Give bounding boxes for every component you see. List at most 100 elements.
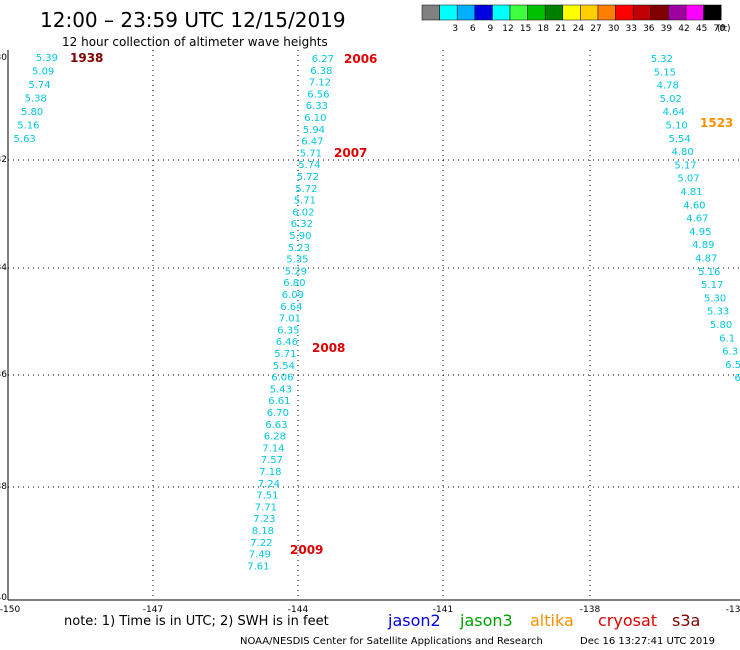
- wave-height-value: 5.35: [286, 255, 308, 266]
- wave-height-value: 7.12: [309, 78, 331, 89]
- legend-swatch: [509, 4, 528, 21]
- lat-label: -36: [0, 370, 7, 380]
- wave-height-value: 6.28: [264, 432, 286, 443]
- lon-label: -141: [433, 605, 453, 615]
- legend-swatch: [562, 4, 581, 21]
- time-label: 2007: [334, 146, 367, 160]
- legend-swatch: [650, 4, 669, 21]
- wave-height-value: 7.51: [256, 491, 278, 502]
- legend-swatch: [580, 4, 599, 21]
- wave-height-value: 5.94: [303, 125, 325, 136]
- legend-label: 36: [643, 24, 655, 34]
- legend-swatch: [685, 4, 704, 21]
- page-title: 12:00 – 23:59 UTC 12/15/2019: [40, 8, 346, 32]
- wave-height-value: 5.71: [294, 196, 316, 207]
- wave-height-value: 7.71: [255, 502, 277, 513]
- wave-height-value: 7.49: [249, 550, 271, 561]
- satellite-label: cryosat: [598, 611, 657, 630]
- legend-swatch: [527, 4, 546, 21]
- wave-height-value: 5.10: [666, 121, 688, 132]
- page-subtitle: 12 hour collection of altimeter wave hei…: [62, 35, 328, 49]
- legend-label: 15: [520, 24, 531, 34]
- wave-height-value: 5.43: [270, 384, 292, 395]
- legend-swatch: [474, 4, 493, 21]
- wave-height-value: 5.17: [701, 280, 723, 291]
- wave-height-value: 4.95: [689, 227, 711, 238]
- wave-height-value: 5.39: [36, 53, 58, 64]
- lat-label: -34: [0, 263, 7, 273]
- legend-label: 45: [696, 24, 707, 34]
- wave-height-value: 4.60: [683, 200, 705, 211]
- wave-height-value: 5.74: [28, 80, 50, 91]
- satellite-label: jason3: [459, 611, 513, 630]
- wave-height-value: 4.81: [680, 187, 702, 198]
- wave-height-value: 6.1: [719, 333, 735, 344]
- wave-height-value: 7.01: [279, 314, 301, 325]
- legend-swatch: [597, 4, 616, 21]
- wave-height-value: 4.78: [657, 81, 679, 92]
- wave-height-value: 6.80: [283, 278, 305, 289]
- wave-height-value: 5.09: [32, 67, 54, 78]
- wave-height-value: 5.29: [285, 266, 307, 277]
- wave-height-value: 6.38: [310, 66, 332, 77]
- wave-height-value: 4.80: [671, 147, 693, 158]
- map-grid: [7, 50, 740, 601]
- wave-height-value: 6.06: [271, 373, 293, 384]
- time-label: 2008: [312, 341, 345, 355]
- legend-unit: (ft): [717, 24, 731, 34]
- legend-swatch: [632, 4, 652, 21]
- time-label: 1938: [70, 51, 103, 65]
- footer-note: note: 1) Time is in UTC; 2) SWH is in fe…: [64, 614, 329, 629]
- wave-height-value: 5.63: [14, 134, 36, 145]
- wave-height-value: 6.70: [267, 408, 289, 419]
- wave-height-value: 6.09: [282, 290, 304, 301]
- wave-height-value: 7.61: [247, 561, 269, 572]
- wave-height-value: 5.17: [674, 160, 696, 171]
- legend-label: 18: [537, 24, 549, 34]
- satellite-legend: jason2 jason3 altika cryosat s3a: [387, 611, 700, 630]
- wave-height-value: 6.32: [291, 219, 313, 230]
- legend-label: 33: [625, 24, 636, 34]
- wave-height-value: 5.02: [660, 94, 682, 105]
- wave-height-value: 6.: [734, 373, 740, 384]
- wave-height-value: 6.47: [301, 137, 323, 148]
- wave-height-value: 5.54: [273, 361, 295, 372]
- wave-height-value: 7.22: [250, 538, 272, 549]
- wave-height-value: 5.80: [710, 320, 732, 331]
- wave-height-value: 7.14: [262, 443, 284, 454]
- lon-label: -150: [0, 605, 20, 615]
- wave-height-value: 4.87: [695, 254, 717, 265]
- wave-height-value: 5.16: [17, 121, 39, 132]
- legend-swatch: [439, 4, 458, 21]
- lon-label: -138: [580, 605, 601, 615]
- wave-height-value: 5.38: [25, 94, 47, 105]
- wave-height-value: 7.57: [261, 455, 283, 466]
- legend-swatch: [703, 4, 722, 21]
- legend-swatch: [492, 4, 511, 21]
- wave-height-value: 5.72: [295, 184, 317, 195]
- legend-label: 12: [502, 24, 513, 34]
- lat-label: -40: [0, 593, 7, 603]
- legend-swatch: [668, 4, 687, 21]
- time-labels: 1938 2006 2007 2008 2009 1523: [70, 51, 733, 557]
- wave-height-value: 6.61: [268, 396, 290, 407]
- wave-height-value: 5.23: [288, 243, 310, 254]
- satellite-label: jason2: [387, 611, 441, 630]
- wave-height-value: 7.18: [259, 467, 281, 478]
- wave-height-value: 5.07: [677, 174, 699, 185]
- wave-height-value: 6.02: [292, 207, 314, 218]
- lat-label: -38: [0, 482, 7, 492]
- legend-label: 27: [590, 24, 601, 34]
- wave-height-value: 5.80: [21, 107, 43, 118]
- wave-height-value: 5.90: [289, 231, 311, 242]
- wave-height-value: 6.35: [277, 325, 299, 336]
- axis-labels: -30 -32 -34 -36 -38 -40 -150 -147 -144 -141 -138 -1…: [0, 53, 740, 615]
- time-label: 2009: [290, 543, 323, 557]
- wave-height-value: 7.23: [253, 514, 275, 525]
- legend-label: 3: [452, 24, 458, 34]
- legend-label: 30: [608, 24, 620, 34]
- wave-height-value: 5.16: [698, 267, 720, 278]
- wave-height-value: 5.54: [668, 134, 690, 145]
- wave-height-value: 5.15: [654, 67, 676, 78]
- time-label: 1523: [700, 116, 733, 130]
